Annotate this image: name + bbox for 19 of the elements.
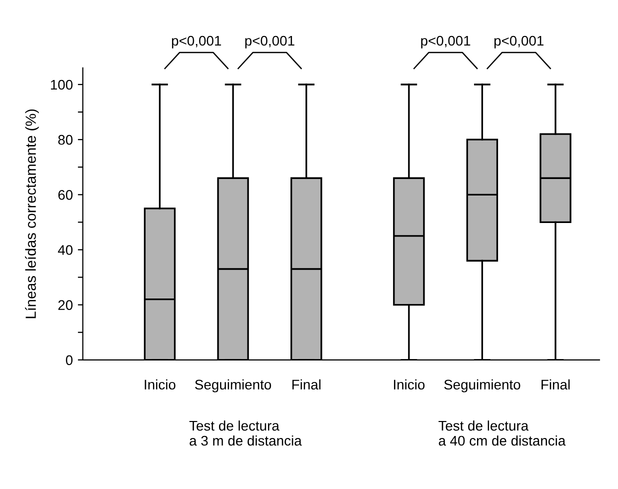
text: p<0,001 (421, 36, 470, 48)
text: p<0,001 (494, 36, 544, 48)
x-tick-label: Seguimiento (444, 379, 520, 392)
x-tick-label: Seguimiento (195, 379, 272, 392)
y-tick-label: 60 (58, 190, 73, 200)
y-tick-label: 0 (66, 355, 73, 366)
x-tick-label: Final (542, 379, 570, 390)
y-tick-label: 40 (58, 245, 73, 255)
y-tick-label: 80 (58, 134, 73, 145)
x-tick-label: Inicio (144, 379, 176, 390)
y-axis-title: Líneas leídas correctamente (%) (25, 109, 39, 318)
x-tick-label: Final (292, 379, 320, 390)
y-tick-label: 20 (58, 300, 73, 310)
y-tick-label: 100 (50, 80, 73, 90)
x-tick-label: Inicio (394, 379, 425, 390)
text: Test de lectura a 3 m de distancia (189, 420, 302, 446)
text: Test de lectura a 40 cm de distancia (438, 420, 566, 446)
text: p<0,001 (245, 36, 294, 48)
text: p<0,001 (172, 36, 222, 48)
